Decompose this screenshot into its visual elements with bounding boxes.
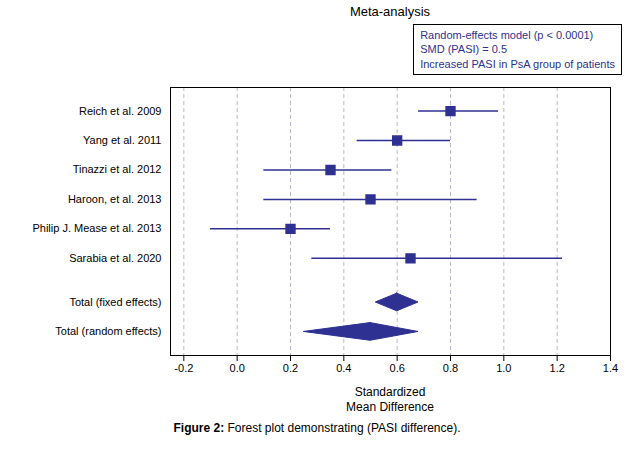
html-text:SMD (PASI) = 0.5: SMD (PASI) = 0.5 [420, 43, 507, 56]
svg-text:1.2: 1.2 [550, 362, 565, 374]
svg-text:Sarabia et al. 2020: Sarabia et al. 2020 [69, 252, 161, 264]
svg-text:Total (fixed effects): Total (fixed effects) [69, 296, 161, 308]
svg-text:Philip J. Mease et al. 2013: Philip J. Mease et al. 2013 [32, 222, 161, 234]
svg-text:Yang et al. 2011: Yang et al. 2011 [83, 134, 162, 146]
svg-text:1.4: 1.4 [603, 362, 618, 374]
svg-text:0.4: 0.4 [336, 362, 351, 374]
html-text:Meta-analysis: Meta-analysis [349, 4, 431, 19]
html-text:Figure 2: Forest plot demonstr: Figure 2: Forest plot demonstrating (PAS… [173, 420, 461, 435]
svg-text:-0.2: -0.2 [174, 362, 193, 374]
svg-text:Haroon, et al. 2013: Haroon, et al. 2013 [68, 193, 162, 205]
svg-text:Total (random effects): Total (random effects) [55, 325, 161, 337]
svg-text:Tinazzi et al. 2012: Tinazzi et al. 2012 [73, 163, 162, 175]
svg-text:0.2: 0.2 [283, 362, 298, 374]
svg-text:0.8: 0.8 [443, 362, 458, 374]
html-text:Standardized: Standardized [354, 384, 426, 399]
svg-text:1.0: 1.0 [496, 362, 511, 374]
svg-text:0.6: 0.6 [390, 362, 405, 374]
svg-text:Reich et al. 2009: Reich et al. 2009 [79, 104, 162, 116]
html-text:Increased PASI in PsA group of: Increased PASI in PsA group of patients [420, 57, 615, 70]
svg-text:0.0: 0.0 [230, 362, 245, 374]
html-text:Mean Difference: Mean Difference [346, 399, 434, 414]
html-text:Random-effects model (p < 0.00: Random-effects model (p < 0.0001) [420, 29, 594, 41]
